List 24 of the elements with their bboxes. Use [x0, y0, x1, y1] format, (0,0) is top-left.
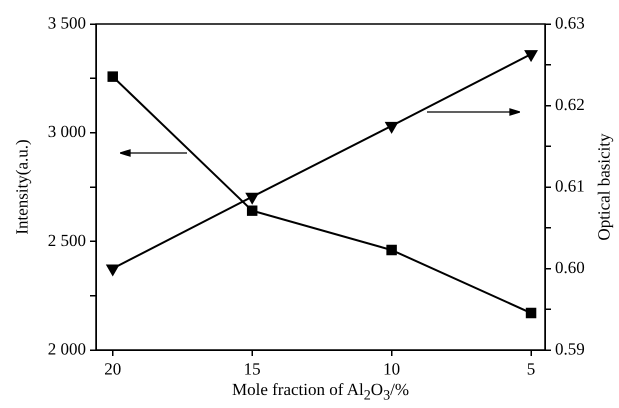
y-tick-label: 2 000: [48, 339, 86, 358]
x-tick-label: 5: [526, 360, 536, 379]
y2-axis-title: Optical basicity: [594, 133, 614, 241]
point: [524, 50, 538, 62]
x-tick-label: 10: [383, 360, 400, 379]
point: [526, 308, 536, 318]
y2-tick-label: 0.59: [555, 339, 585, 358]
point: [246, 192, 258, 204]
point: [246, 205, 258, 216]
y-tick-label: 3 500: [48, 13, 86, 32]
x-tick-label: 15: [244, 360, 261, 379]
x-axis-title: Mole fraction of Al$_{2}$O$_{3}$/%: [232, 380, 410, 404]
point: [107, 71, 118, 82]
y2-tick-label: 0.62: [555, 94, 585, 114]
y2-tick-label: 0.61: [555, 176, 585, 196]
point: [385, 122, 398, 133]
x-tick-label: 20: [104, 360, 122, 379]
y-axis-title: Intensity(a.u.): [12, 139, 32, 235]
y2-tick-label: 0.63: [555, 13, 585, 32]
point: [106, 264, 119, 276]
point: [386, 244, 397, 256]
y2-tick-label: 0.60: [555, 258, 585, 277]
y-tick-label: 3 000: [48, 122, 86, 142]
y-tick-label: 2 500: [48, 230, 86, 250]
